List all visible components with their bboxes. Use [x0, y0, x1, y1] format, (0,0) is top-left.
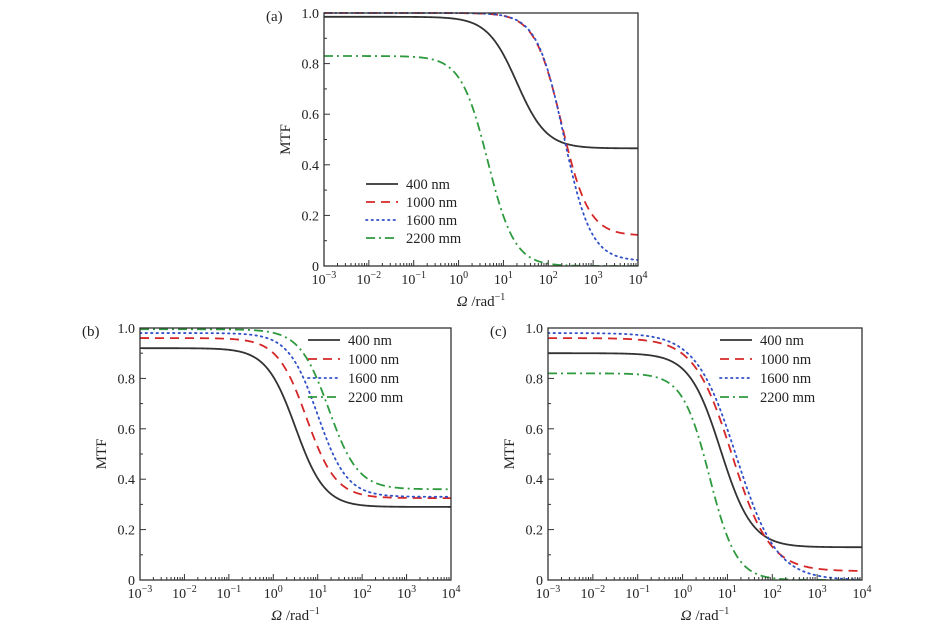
legend-entry-2: 1000 nm	[760, 352, 812, 368]
series-line-2	[140, 337, 451, 499]
x-tick-label: 100	[264, 584, 283, 602]
y-tick-label: 1.0	[302, 7, 320, 22]
series-line-1	[140, 347, 451, 508]
chart-panel-3: 10−3 10−2 10−1 100 101 102 103 104 0 0.2 0.4 0.6 0.8…	[490, 322, 872, 624]
y-tick-label: 0.8	[526, 372, 544, 387]
legend-entry-2: 1000 nm	[406, 195, 458, 211]
y-axis-label: MTF	[94, 439, 110, 470]
series-group	[324, 12, 638, 267]
x-tick-label: 102	[763, 584, 782, 602]
y-tick-label: 0.2	[118, 524, 136, 539]
y-tick-label: 1.0	[526, 322, 544, 337]
y-ticks: 0 0.2 0.4 0.6 0.8 1.0	[526, 322, 554, 589]
y-tick-label: 0	[312, 260, 319, 275]
x-tick-label: 10−2	[581, 584, 606, 602]
legend-entry-3: 1600 nm	[406, 213, 458, 229]
y-tick-label: 0.6	[118, 423, 136, 438]
x-axis-label: Ω /rad−1	[271, 606, 320, 624]
plot-frame	[139, 327, 452, 581]
x-tick-label: 101	[308, 584, 327, 602]
series-line-3	[324, 12, 638, 261]
series-line-3	[140, 332, 451, 498]
x-tick-label: 103	[397, 584, 416, 602]
x-tick-label: 104	[629, 270, 648, 288]
legend-entry-3: 1600 nm	[348, 371, 400, 387]
legend: 400 nm 1000 nm 1600 nm 2200 mm	[719, 333, 816, 406]
x-tick-label: 10−3	[128, 584, 153, 602]
y-tick-label: 1.0	[118, 322, 136, 337]
y-tick-label: 0.6	[302, 108, 320, 123]
legend-entry-1: 400 nm	[348, 333, 393, 349]
y-tick-label: 0.2	[302, 209, 320, 224]
y-tick-label: 0.6	[526, 423, 544, 438]
legend-entry-3: 1600 nm	[760, 371, 812, 387]
x-ticks: 10−3 10−2 10−1 100 101 102 103 104	[536, 574, 872, 602]
y-tick-label: 0.8	[302, 58, 320, 73]
x-tick-label: 104	[853, 584, 872, 602]
y-axis-label: MTF	[278, 124, 294, 155]
legend-entry-4: 2200 mm	[406, 231, 462, 247]
x-tick-label: 100	[673, 584, 692, 602]
x-tick-label: 102	[539, 270, 558, 288]
y-ticks: 0 0.2 0.4 0.6 0.8 1.0	[302, 7, 330, 275]
x-tick-label: 10−1	[625, 584, 650, 602]
series-line-1	[548, 352, 862, 549]
legend-entry-1: 400 nm	[406, 177, 451, 193]
x-axis-label: Ω /rad−1	[681, 606, 730, 624]
series-line-4	[548, 372, 862, 581]
y-tick-label: 0	[536, 574, 543, 589]
x-tick-label: 10−2	[172, 584, 197, 602]
x-tick-label: 10−1	[217, 584, 242, 602]
y-tick-label: 0	[128, 574, 135, 589]
x-tick-label: 100	[449, 270, 468, 288]
x-tick-label: 10−1	[401, 270, 426, 288]
x-ticks: 10−3 10−2 10−1 100 101 102 103 104	[312, 260, 648, 288]
y-tick-label: 0.4	[118, 473, 136, 488]
y-tick-label: 0.4	[302, 159, 320, 174]
y-tick-label: 0.2	[526, 524, 544, 539]
panel-label: (c)	[490, 324, 507, 340]
plot-frame	[323, 12, 639, 267]
x-axis-label: Ω /rad−1	[457, 292, 506, 310]
chart-panel-2: 10−3 10−2 10−1 100 101 102 103 104 0 0.2 0.4 0.6 0.8…	[82, 322, 461, 624]
x-tick-label: 103	[808, 584, 827, 602]
legend: 400 nm 1000 nm 1600 nm 2200 mm	[365, 177, 462, 247]
y-tick-label: 0.8	[118, 372, 136, 387]
series-line-4	[324, 55, 638, 267]
legend-entry-4: 2200 mm	[348, 390, 404, 406]
series-line-3	[548, 332, 862, 581]
series-group	[140, 328, 451, 508]
series-group	[548, 332, 862, 581]
series-line-1	[324, 15, 638, 150]
legend-entry-4: 2200 mm	[760, 390, 816, 406]
x-tick-label: 103	[584, 270, 603, 288]
x-tick-label: 102	[353, 584, 372, 602]
x-tick-label: 10−3	[536, 584, 561, 602]
x-tick-label: 10−3	[312, 270, 337, 288]
y-tick-label: 0.4	[526, 473, 544, 488]
y-axis-label: MTF	[502, 439, 518, 470]
y-ticks: 0 0.2 0.4 0.6 0.8 1.0	[118, 322, 146, 589]
x-tick-label: 101	[718, 584, 737, 602]
x-tick-label: 104	[442, 584, 461, 602]
x-tick-label: 10−2	[357, 270, 382, 288]
chart-panel-1: 10−3 10−2 10−1 100 101 102 103 104 0 0.2 0.4 0.6 0.8…	[266, 7, 648, 310]
series-line-4	[140, 328, 451, 491]
panel-label: (b)	[82, 324, 100, 340]
panel-label: (a)	[266, 9, 283, 25]
legend-entry-2: 1000 nm	[348, 352, 400, 368]
legend-entry-1: 400 nm	[760, 333, 805, 349]
plot-frame	[547, 327, 863, 581]
x-tick-label: 101	[494, 270, 513, 288]
x-ticks: 10−3 10−2 10−1 100 101 102 103 104	[128, 574, 461, 602]
series-line-2	[548, 337, 862, 572]
legend: 400 nm 1000 nm 1600 nm 2200 mm	[307, 333, 404, 406]
